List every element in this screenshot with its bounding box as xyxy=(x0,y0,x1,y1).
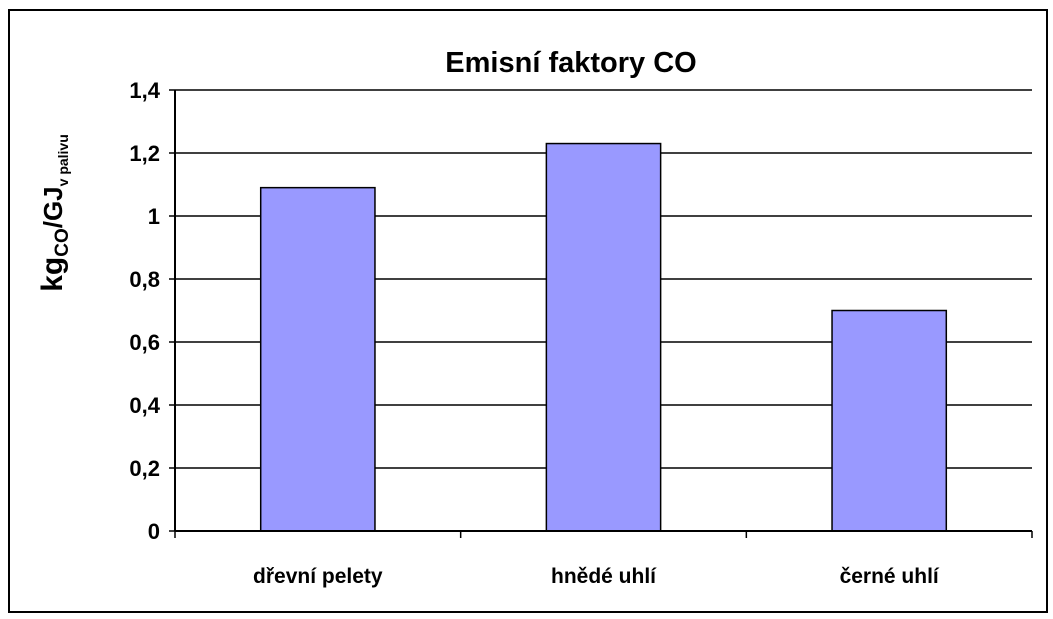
x-tick-label: dřevní pelety xyxy=(253,565,383,588)
y-axis-ticks: 0 0,2 0,4 0,6 0,8 1 1,2 1,4 xyxy=(129,78,175,544)
x-tick-label: hnědé uhlí xyxy=(551,565,657,588)
y-tick-label: 0,4 xyxy=(129,393,160,418)
y-tick-label: 0,2 xyxy=(129,456,160,481)
bar xyxy=(259,186,376,532)
y-tick-label: 0,6 xyxy=(129,330,160,355)
y-axis-label: kgCO/GJv palivu xyxy=(36,134,73,292)
y-tick-label: 0,8 xyxy=(129,267,160,292)
bars xyxy=(259,142,948,532)
bar xyxy=(831,309,948,532)
y-tick-label: 1,2 xyxy=(129,141,160,166)
bar xyxy=(545,142,662,532)
axes xyxy=(174,90,1033,538)
x-axis-labels: dřevní pelety hnědé uhlí černé uhlí xyxy=(253,565,940,588)
y-tick-label: 0 xyxy=(148,519,160,544)
y-axis-label-base: kg xyxy=(36,257,69,292)
y-tick-label: 1,4 xyxy=(129,78,160,103)
chart-title: Emisní faktory CO xyxy=(445,47,696,79)
y-axis-label-sub2: v palivu xyxy=(55,134,71,186)
y-tick-label: 1 xyxy=(148,204,160,229)
y-axis-label-sub1: CO xyxy=(52,228,73,257)
svg-text:kgCO/GJv palivu: kgCO/GJv palivu xyxy=(36,134,73,292)
x-tick-label: černé uhlí xyxy=(840,565,940,588)
y-axis-label-mid: /GJ xyxy=(38,186,68,228)
